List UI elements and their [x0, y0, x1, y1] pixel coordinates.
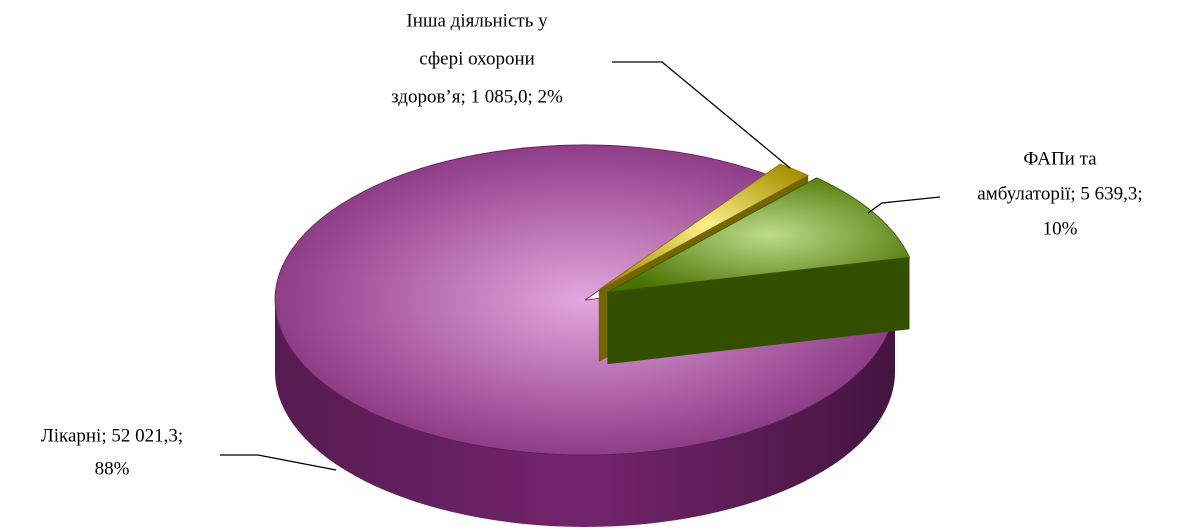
- pie: [274, 144, 911, 527]
- leader-line: [220, 454, 337, 471]
- data-label: Інша діяльність у: [406, 10, 548, 31]
- slice: [607, 177, 911, 293]
- leader-line: [612, 61, 791, 169]
- leader-line: [867, 196, 941, 214]
- data-label: ФАПи та: [1023, 148, 1097, 169]
- data-label: сфері охорони: [419, 48, 535, 69]
- labels: Лікарні; 52 021,3; 88% Інша діяльність у сф…: [41, 10, 1143, 479]
- slice-side: [607, 257, 910, 365]
- slice: [598, 163, 809, 291]
- data-label: здоров’я; 1 085,0; 2%: [391, 86, 563, 107]
- data-label: 88%: [95, 458, 130, 479]
- slice-wall: [275, 300, 895, 527]
- data-label: Лікарні; 52 021,3;: [41, 425, 183, 446]
- data-label: 10%: [1043, 218, 1078, 239]
- data-label: амбулаторії; 5 639,3;: [977, 183, 1142, 204]
- slice: [274, 144, 896, 456]
